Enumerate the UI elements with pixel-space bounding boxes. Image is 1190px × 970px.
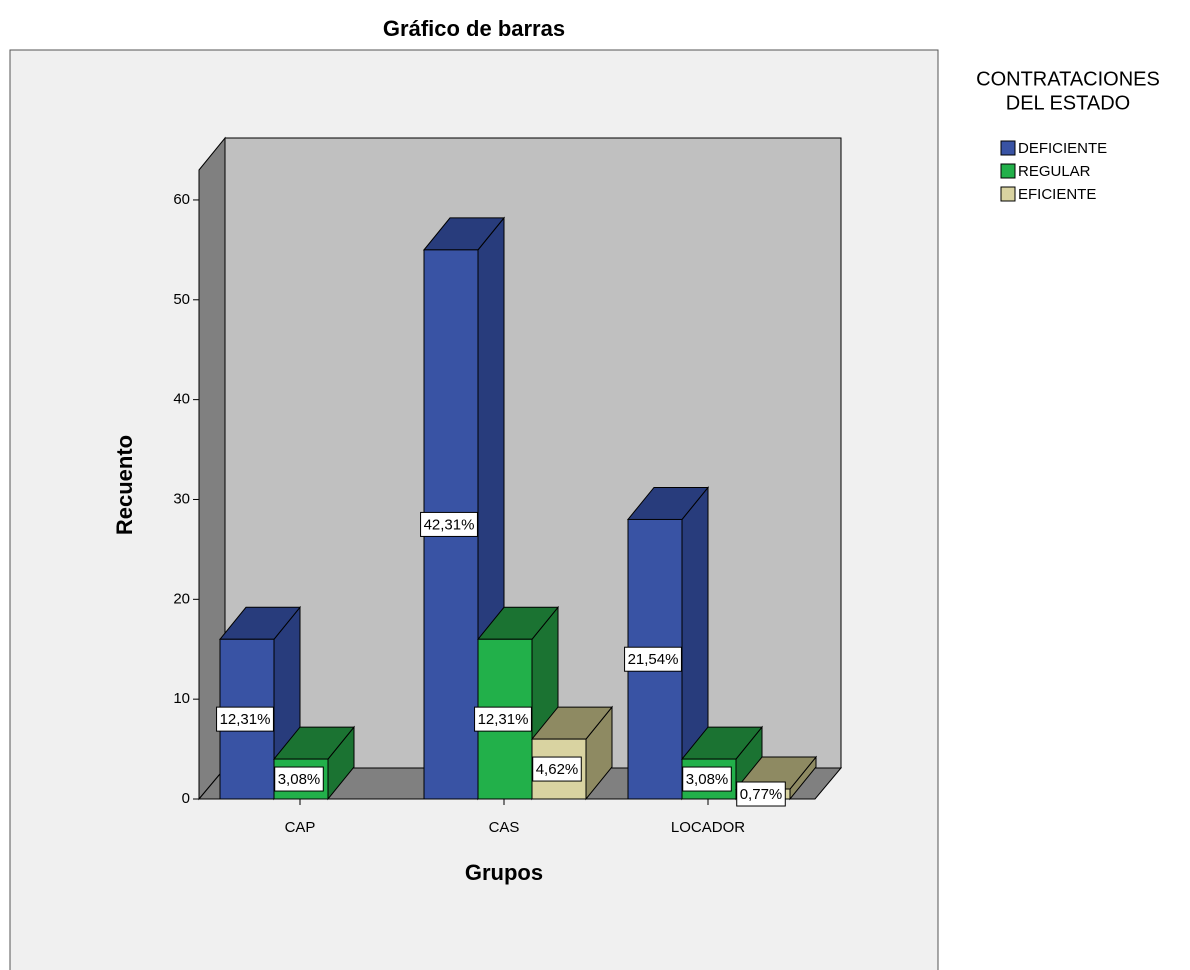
y-tick-label: 0 xyxy=(182,790,190,807)
y-tick-label: 50 xyxy=(173,291,190,308)
legend-swatch xyxy=(1000,140,1016,156)
value-label-box xyxy=(532,756,582,782)
legend-title: DEL ESTADO xyxy=(1006,92,1130,114)
y-axis-title: Recuento xyxy=(112,435,137,535)
legend-swatch xyxy=(1000,186,1016,202)
value-label: 21,54% xyxy=(628,651,679,668)
x-tick-label: LOCADOR xyxy=(671,819,745,836)
value-label-box xyxy=(624,646,682,672)
chart-title: Gráfico de barras xyxy=(383,16,565,41)
value-label-box xyxy=(420,511,478,537)
y-tick-label: 60 xyxy=(173,191,190,208)
x-tick-label: CAP xyxy=(285,819,316,836)
value-label-box xyxy=(682,766,732,792)
legend-label: REGULAR xyxy=(1018,163,1091,180)
value-label: 42,31% xyxy=(424,516,475,533)
y-tick-label: 20 xyxy=(173,590,190,607)
value-label: 0,77% xyxy=(740,786,783,803)
y-tick-label: 10 xyxy=(173,690,190,707)
legend-label: EFICIENTE xyxy=(1018,186,1096,203)
legend-title: CONTRATACIONES xyxy=(976,68,1160,90)
x-axis-title: Grupos xyxy=(465,860,543,885)
legend-swatch xyxy=(1000,163,1016,179)
value-label-box xyxy=(736,781,786,807)
value-label: 4,62% xyxy=(536,761,579,778)
y-tick-label: 40 xyxy=(173,391,190,408)
value-label-box xyxy=(216,706,274,732)
value-label: 12,31% xyxy=(220,711,271,728)
value-label: 3,08% xyxy=(278,771,321,788)
value-label-box xyxy=(474,706,532,732)
value-label: 12,31% xyxy=(478,711,529,728)
y-tick-label: 30 xyxy=(173,490,190,507)
x-tick-label: CAS xyxy=(489,819,520,836)
value-label: 3,08% xyxy=(686,771,729,788)
value-label-box xyxy=(274,766,324,792)
legend-label: DEFICIENTE xyxy=(1018,140,1107,157)
